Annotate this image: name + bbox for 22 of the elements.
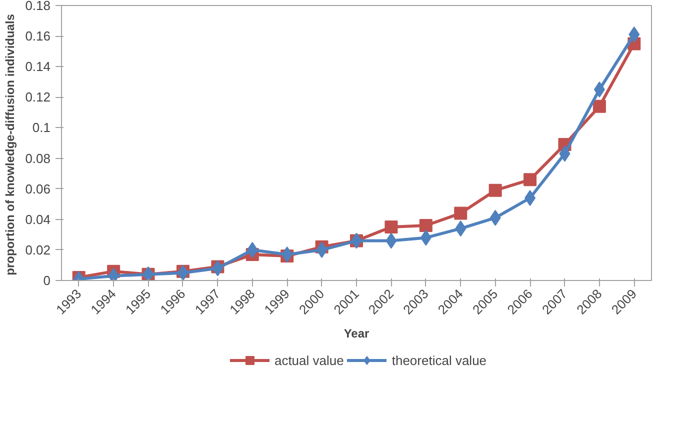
point xyxy=(419,219,432,232)
y-tick-label: 0.16 xyxy=(25,28,51,44)
y-tick-label: 0.08 xyxy=(25,150,51,166)
point xyxy=(592,100,606,113)
y-tick-label: 0.12 xyxy=(25,90,51,105)
point xyxy=(524,173,537,186)
x-axis-title: Year xyxy=(344,326,370,340)
y-axis-title: proportion of knowledge-diffusion individuals xyxy=(3,14,18,276)
y-tick-label: 0.18 xyxy=(25,0,51,13)
legend-label: actual value xyxy=(274,352,344,368)
point xyxy=(454,206,468,220)
y-tick-label: 0.02 xyxy=(25,242,51,258)
point xyxy=(384,220,398,234)
point xyxy=(177,264,188,280)
y-tick-label: 0 xyxy=(43,273,51,288)
y-tick-label: 0.04 xyxy=(25,212,51,227)
legend-label: theoretical value xyxy=(392,352,487,368)
point xyxy=(524,190,536,206)
point xyxy=(488,184,502,197)
y-tick-label: 0.14 xyxy=(25,59,51,74)
y-tick-label: 0.1 xyxy=(32,120,51,136)
y-tick-label: 0.06 xyxy=(25,181,51,196)
